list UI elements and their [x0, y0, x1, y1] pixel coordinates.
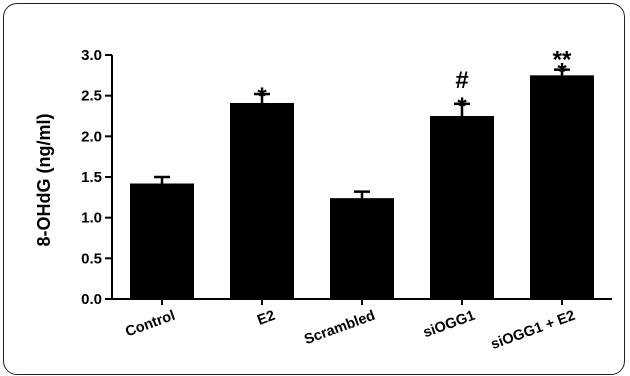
- y-axis-label: 8-OHdG (ng/ml): [34, 114, 54, 247]
- x-tick-label: siOGG1: [421, 308, 477, 342]
- y-tick-label: 0.0: [81, 291, 102, 308]
- x-tick-label: E2: [255, 308, 277, 329]
- chart-frame: [3, 3, 625, 375]
- significance-marker: *: [457, 93, 467, 120]
- x-tick-label: siOGG1 + E2: [489, 308, 577, 353]
- bar: [230, 102, 294, 299]
- bar: [430, 116, 494, 299]
- y-tick-label: 3.0: [81, 47, 102, 64]
- significance-marker: *: [257, 83, 267, 110]
- significance-marker: **: [553, 47, 572, 74]
- bar: [330, 198, 394, 299]
- significance-marker: *: [557, 59, 567, 86]
- y-tick-label: 0.5: [81, 250, 102, 267]
- y-tick-label: 2.5: [81, 88, 102, 105]
- plot-area: 0.0 0.5 1.0 1.5 2.0 2.5 3.0 Control E2 * Scrambled…: [81, 47, 612, 353]
- x-tick-label: Control: [123, 308, 177, 341]
- y-tick-label: 1.0: [81, 210, 102, 227]
- y-tick-label: 1.5: [81, 169, 102, 186]
- significance-marker: #: [455, 67, 468, 94]
- y-tick-label: 2.0: [81, 128, 102, 145]
- x-tick-label: Scrambled: [302, 308, 377, 348]
- bar: [130, 183, 194, 299]
- bar: [530, 75, 594, 299]
